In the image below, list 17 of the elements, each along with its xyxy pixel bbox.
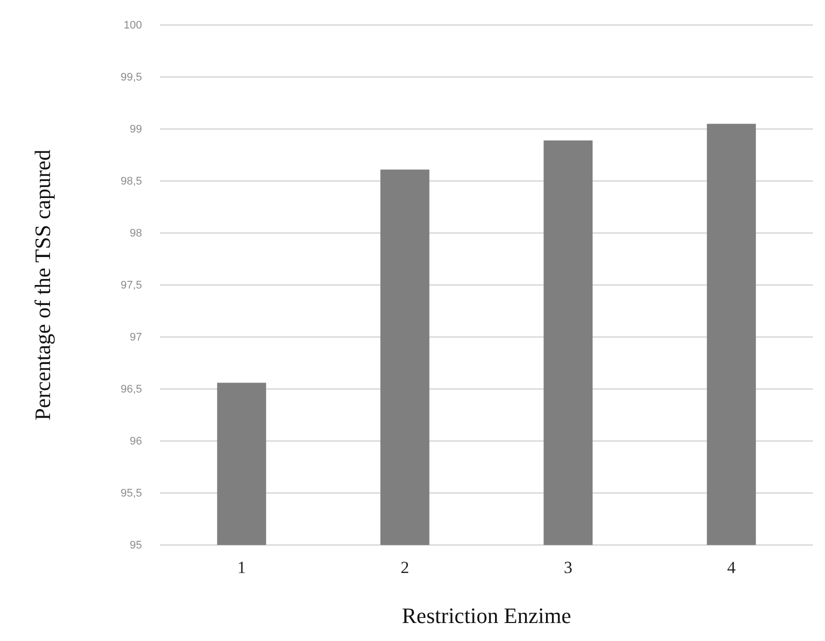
y-tick-label: 100 (124, 20, 142, 32)
x-axis-title: Restriction Enzime (402, 603, 572, 628)
y-tick-label: 98 (130, 228, 142, 240)
y-tick-label: 99,5 (120, 72, 142, 84)
y-tick-label: 98,5 (120, 176, 142, 188)
y-tick-label: 95,5 (120, 488, 142, 500)
y-axis-title: Percentage of the TSS capured (30, 150, 55, 420)
x-tick-label: 2 (400, 558, 410, 578)
y-tick-label: 97,5 (120, 280, 142, 292)
y-tick-label: 96 (130, 436, 142, 448)
x-tick-label: 4 (727, 558, 736, 578)
y-tick-label: 99 (130, 124, 142, 136)
x-tick-label: 3 (564, 558, 572, 578)
y-tick-label: 95 (130, 540, 142, 552)
y-tick-label: 97 (130, 332, 142, 344)
x-tick-label: 1 (237, 558, 246, 578)
y-tick-label: 96,5 (120, 384, 142, 396)
